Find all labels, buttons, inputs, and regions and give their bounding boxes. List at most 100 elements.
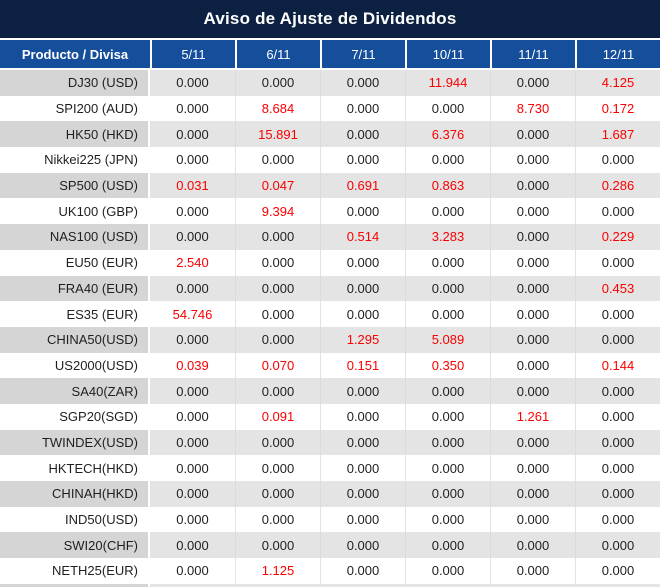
value-cell: 0.000	[490, 506, 575, 533]
value-cell: 0.000	[150, 378, 235, 404]
value-cell: 0.000	[490, 352, 575, 379]
table-row: UK100 (GBP) 0.000 9.394 0.000 0.000 0.000 0.00…	[0, 198, 660, 225]
table-row: HK50 (HKD) 0.000 15.891 0.000 6.376 0.000 1.68…	[0, 121, 660, 148]
value-cell: 0.039	[150, 352, 235, 379]
value-cell: 1.125	[235, 558, 320, 584]
value-cell: 0.000	[150, 326, 235, 353]
table-row: CHINA50(USD) 0.000 0.000 1.295 5.089 0.000 0.0…	[0, 326, 660, 353]
value-cell: 0.000	[490, 455, 575, 481]
value-cell: 0.031	[150, 172, 235, 199]
value-cell: 0.000	[575, 429, 660, 456]
value-cell: 0.000	[405, 378, 490, 404]
value-cell: 0.000	[235, 147, 320, 173]
table-row: TWINDEX(USD) 0.000 0.000 0.000 0.000 0.000 0.0…	[0, 429, 660, 456]
value-cell: 0.000	[235, 326, 320, 353]
value-cell: 0.514	[320, 224, 405, 250]
product-cell: SWI20(CHF)	[0, 532, 150, 559]
value-cell: 4.125	[575, 70, 660, 96]
value-cell: 0.000	[320, 429, 405, 456]
value-cell: 3.283	[405, 224, 490, 250]
value-cell: 0.000	[235, 249, 320, 276]
value-cell: 0.000	[490, 481, 575, 507]
table-row: SWI20(CHF) 0.000 0.000 0.000 0.000 0.000 0.000	[0, 532, 660, 559]
value-cell: 0.000	[405, 429, 490, 456]
value-cell: 0.000	[575, 249, 660, 276]
value-cell: 0.286	[575, 172, 660, 199]
value-cell: 0.000	[235, 378, 320, 404]
value-cell: 0.000	[405, 558, 490, 584]
value-cell: 0.000	[490, 275, 575, 302]
product-cell: NETH25(EUR)	[0, 558, 150, 584]
value-cell: 0.144	[575, 352, 660, 379]
value-cell: 0.047	[235, 172, 320, 199]
value-cell: 0.000	[490, 249, 575, 276]
value-cell: 8.684	[235, 95, 320, 122]
value-cell: 0.000	[405, 403, 490, 430]
value-cell: 0.000	[405, 532, 490, 559]
table-row: SP500 (USD) 0.031 0.047 0.691 0.863 0.000 0.28…	[0, 172, 660, 199]
table-row: ES35 (EUR) 54.746 0.000 0.000 0.000 0.000 0.00…	[0, 301, 660, 327]
value-cell: 0.000	[235, 532, 320, 559]
value-cell: 1.687	[575, 121, 660, 148]
product-cell: SP500 (USD)	[0, 172, 150, 199]
value-cell: 0.000	[235, 506, 320, 533]
value-cell: 0.000	[320, 95, 405, 122]
value-cell: 0.000	[320, 378, 405, 404]
value-cell: 0.453	[575, 275, 660, 302]
value-cell: 0.000	[490, 301, 575, 327]
value-cell: 0.000	[405, 275, 490, 302]
value-cell: 0.000	[490, 326, 575, 353]
value-cell: 0.000	[150, 558, 235, 584]
value-cell: 0.000	[150, 147, 235, 173]
table-row: EU50 (EUR) 2.540 0.000 0.000 0.000 0.000 0.000	[0, 249, 660, 276]
value-cell: 0.350	[405, 352, 490, 379]
value-cell: 0.000	[150, 429, 235, 456]
table-row: SPI200 (AUD) 0.000 8.684 0.000 0.000 8.730 0.1…	[0, 95, 660, 122]
table-row: IND50(USD) 0.000 0.000 0.000 0.000 0.000 0.000	[0, 506, 660, 533]
table-row: CHINAH(HKD) 0.000 0.000 0.000 0.000 0.000 0.00…	[0, 481, 660, 507]
date-header-cell: 12/11	[575, 40, 660, 68]
value-cell: 2.540	[150, 249, 235, 276]
table-row: Nikkei225 (JPN) 0.000 0.000 0.000 0.000 0.000…	[0, 147, 660, 173]
value-cell: 0.000	[490, 172, 575, 199]
product-cell: DJ30 (USD)	[0, 70, 150, 96]
value-cell: 0.000	[575, 326, 660, 353]
value-cell: 0.000	[235, 224, 320, 250]
table-row: FRA40 (EUR) 0.000 0.000 0.000 0.000 0.000 0.45…	[0, 275, 660, 302]
value-cell: 0.000	[150, 121, 235, 148]
table-header-row: Producto / Divisa 5/11 6/11 7/11 10/11 1…	[0, 40, 660, 70]
product-cell: ES35 (EUR)	[0, 301, 150, 327]
value-cell: 0.000	[320, 249, 405, 276]
product-cell: SPI200 (AUD)	[0, 95, 150, 122]
value-cell: 0.000	[320, 403, 405, 430]
product-cell: SGP20(SGD)	[0, 403, 150, 430]
value-cell: 0.172	[575, 95, 660, 122]
value-cell: 0.000	[490, 378, 575, 404]
value-cell: 0.000	[405, 249, 490, 276]
value-cell: 0.000	[575, 147, 660, 173]
value-cell: 0.000	[490, 558, 575, 584]
value-cell: 1.261	[490, 403, 575, 430]
value-cell: 0.000	[575, 455, 660, 481]
value-cell: 0.000	[150, 224, 235, 250]
next-row-sliver	[0, 583, 660, 587]
value-cell: 0.000	[235, 481, 320, 507]
table-row: DJ30 (USD) 0.000 0.000 0.000 11.944 0.000 4.12…	[0, 70, 660, 96]
value-cell: 0.000	[235, 70, 320, 96]
value-cell: 0.000	[150, 70, 235, 96]
value-cell: 0.000	[320, 455, 405, 481]
value-cell: 0.863	[405, 172, 490, 199]
value-cell: 0.000	[575, 403, 660, 430]
value-cell: 0.000	[235, 275, 320, 302]
value-cell: 0.000	[490, 532, 575, 559]
value-cell: 0.000	[320, 147, 405, 173]
value-cell: 0.000	[235, 455, 320, 481]
value-cell: 0.000	[320, 506, 405, 533]
value-cell: 0.000	[150, 95, 235, 122]
value-cell: 0.000	[490, 224, 575, 250]
value-cell: 0.000	[150, 506, 235, 533]
value-cell: 0.000	[405, 301, 490, 327]
product-cell: IND50(USD)	[0, 506, 150, 533]
date-header-cell: 5/11	[150, 40, 235, 68]
